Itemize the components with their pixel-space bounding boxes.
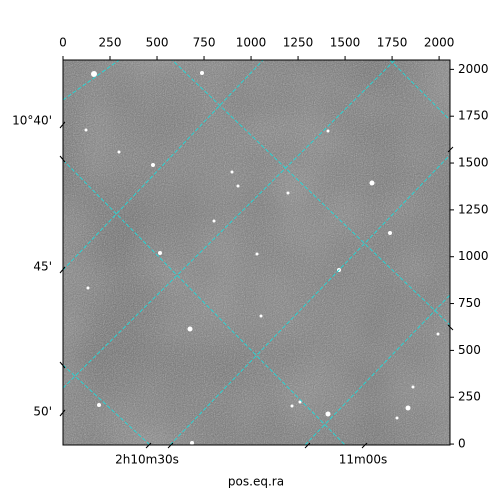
grid-line <box>169 154 450 445</box>
dec-tick-label: 45' <box>33 260 52 274</box>
x-tick-label: 1250 <box>283 36 314 50</box>
x-tick-label: 1000 <box>236 36 267 50</box>
x-tick-label: 0 <box>59 36 67 50</box>
grid-line <box>63 364 151 445</box>
grid-line <box>63 60 121 101</box>
y2-tick-label: 1750 <box>458 109 489 123</box>
x-tick-label: 250 <box>99 36 122 50</box>
x-tick-label: 2000 <box>424 36 455 50</box>
image <box>63 60 450 445</box>
y2-tick-label: 0 <box>458 437 466 451</box>
x-tick-label: 1500 <box>330 36 361 50</box>
y2-tick-label: 500 <box>458 343 481 357</box>
grid-line <box>304 294 450 445</box>
y2-tick-label: 1500 <box>458 156 489 170</box>
x-tick-label: 1750 <box>377 36 408 50</box>
coordinate-grid <box>63 60 450 445</box>
grid-line <box>389 60 450 121</box>
dec-tick-label: 10°40' <box>12 114 52 128</box>
x-axis-label: pos.eq.ra <box>228 475 284 489</box>
x-tick-label: 750 <box>193 36 216 50</box>
y2-tick-label: 750 <box>458 296 481 310</box>
y2-tick-label: 250 <box>458 390 481 404</box>
grid-line <box>171 60 450 326</box>
y2-tick-label: 1250 <box>458 202 489 216</box>
y2-tick-label: 1000 <box>458 249 489 263</box>
grid-line <box>63 159 346 445</box>
frame <box>62 59 451 446</box>
y2-tick-label: 2000 <box>458 62 489 76</box>
ra-tick-label: 11m00s <box>339 453 387 467</box>
x-tick-label: 500 <box>146 36 169 50</box>
wcs-ticks <box>59 121 454 449</box>
stars <box>84 71 440 445</box>
dec-tick-label: 50' <box>33 405 52 419</box>
ra-tick-label: 2h10m30s <box>115 453 179 467</box>
grid-line <box>63 60 264 271</box>
